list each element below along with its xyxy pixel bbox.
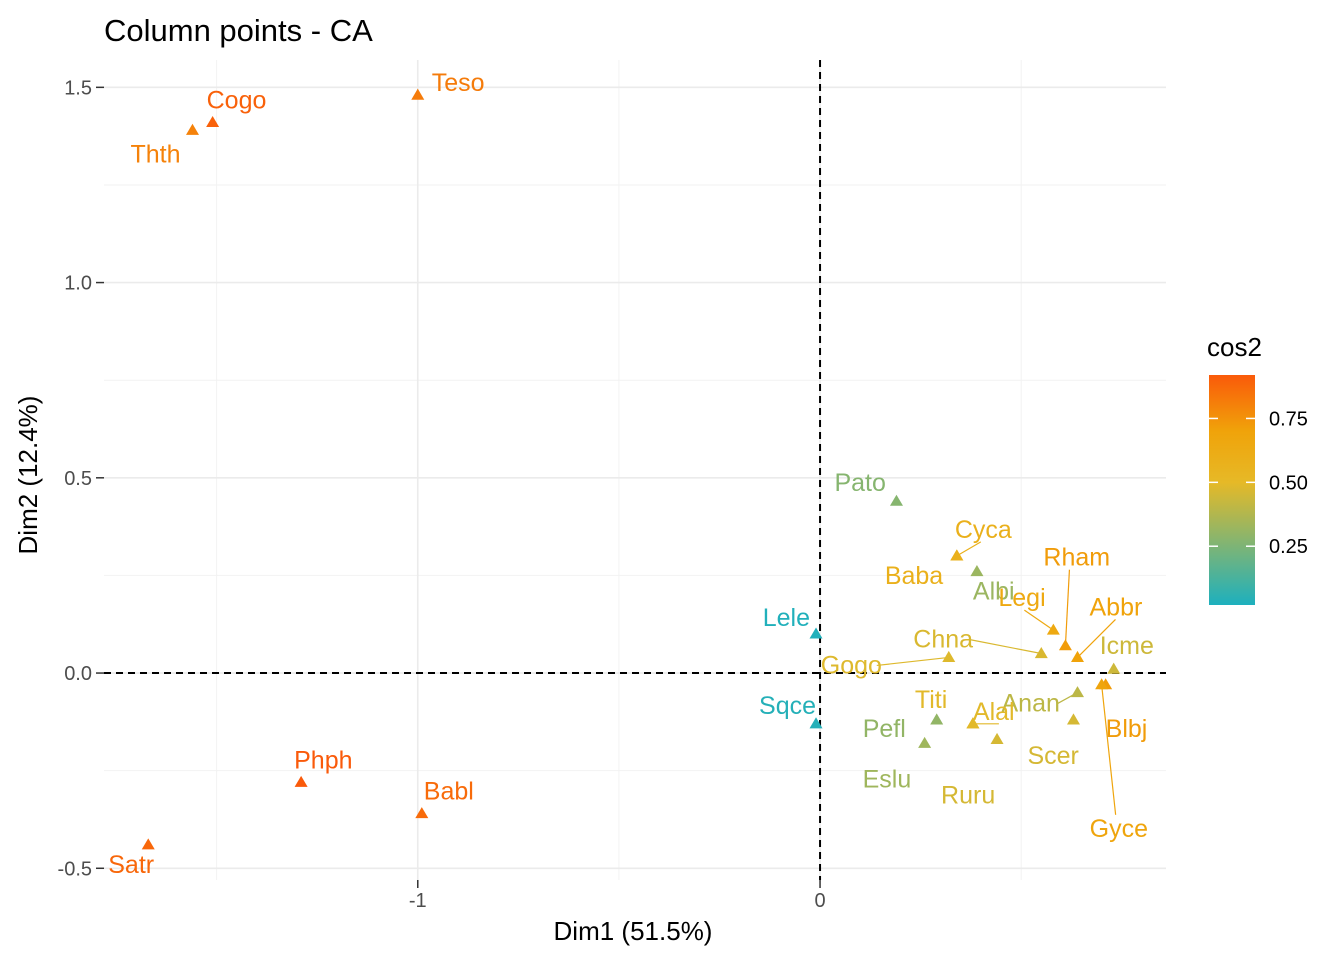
point-gogo xyxy=(942,650,956,662)
point-label-alal: Alal xyxy=(973,698,1015,726)
point-thth xyxy=(186,123,199,135)
y-tick-label: -0.5 xyxy=(58,858,92,880)
point-label-pato: Pato xyxy=(834,469,885,497)
legend-title: cos2 xyxy=(1207,332,1262,362)
legend-ticks: 0.25 0.50 0.75 xyxy=(1209,408,1308,558)
point-satr xyxy=(141,838,155,850)
legend-tick-label: 0.50 xyxy=(1269,472,1308,494)
point-teso xyxy=(411,88,425,100)
legend-tick-label: 0.75 xyxy=(1269,408,1308,430)
y-tick-label: 1.0 xyxy=(64,273,92,295)
label-leader-lines xyxy=(876,541,1117,815)
point-pato xyxy=(889,494,903,506)
point-label-teso: Teso xyxy=(432,69,485,97)
point-labels: Teso Cogo Thth Phph Babl Satr Lele Sqce Pato Cyca… xyxy=(108,69,1154,879)
point-sqce xyxy=(809,717,823,729)
point-chna xyxy=(1034,647,1048,659)
point-icme xyxy=(1107,662,1121,674)
leader-line-cyca xyxy=(956,541,982,557)
point-label-chna: Chna xyxy=(913,626,973,654)
leader-line-rham xyxy=(1064,569,1071,646)
leader-line-gogo xyxy=(876,656,949,667)
point-label-albi: Albi xyxy=(973,578,1015,606)
point-alal xyxy=(966,717,980,729)
x-tick-label: -1 xyxy=(409,890,427,912)
point-label-legi: Legi xyxy=(998,584,1045,612)
point-legi xyxy=(1046,623,1060,635)
reference-lines xyxy=(104,60,1166,880)
point-abbr xyxy=(1071,650,1084,662)
point-phph xyxy=(294,775,308,787)
x-tick-label: 0 xyxy=(814,890,825,912)
y-tick-label: 1.5 xyxy=(64,77,92,99)
point-label-thth: Thth xyxy=(131,140,181,168)
point-label-icme: Icme xyxy=(1100,632,1154,660)
legend: cos2 0.25 0.50 0.75 xyxy=(1207,332,1308,605)
point-label-gogo: Gogo xyxy=(821,651,882,679)
data-points xyxy=(141,88,1121,850)
point-label-scer: Scer xyxy=(1027,742,1078,770)
grid xyxy=(104,60,1166,880)
leader-line-chna xyxy=(969,638,1042,655)
point-label-lele: Lele xyxy=(763,604,810,632)
point-label-pefl: Pefl xyxy=(863,715,906,743)
point-label-sqce: Sqce xyxy=(759,692,816,720)
x-axis-title: Dim1 (51.5%) xyxy=(554,916,713,946)
point-baba xyxy=(950,549,964,561)
leader-line-abbr xyxy=(1077,619,1116,658)
point-label-rham: Rham xyxy=(1043,544,1110,572)
point-pefl xyxy=(930,713,944,725)
legend-tick-label: 0.25 xyxy=(1269,536,1308,558)
y-tick-label: 0.0 xyxy=(64,663,92,685)
point-rham xyxy=(1058,639,1072,651)
point-scer xyxy=(1066,713,1080,725)
axis-ticks: -0.5 0.0 0.5 1.0 1.5 -1 0 xyxy=(58,77,826,912)
point-label-gyce: Gyce xyxy=(1090,815,1148,843)
point-label-babl: Babl xyxy=(424,778,474,806)
point-ruru xyxy=(990,732,1004,744)
point-label-baba: Baba xyxy=(885,562,943,590)
point-babl xyxy=(415,807,429,819)
leader-line-legi xyxy=(1024,609,1054,631)
point-label-ruru: Ruru xyxy=(941,781,995,809)
point-label-blbj: Blbj xyxy=(1106,715,1148,743)
point-eslu xyxy=(918,736,932,748)
point-label-cyca: Cyca xyxy=(955,516,1012,544)
point-gyce xyxy=(1095,678,1109,690)
point-label-anan: Anan xyxy=(1002,690,1060,718)
point-albi xyxy=(970,565,984,577)
point-label-phph: Phph xyxy=(294,746,352,774)
y-axis-title: Dim2 (12.4%) xyxy=(13,396,43,555)
point-label-cogo: Cogo xyxy=(207,86,267,114)
point-label-titi: Titi xyxy=(915,686,947,714)
point-label-satr: Satr xyxy=(108,851,154,879)
point-cogo xyxy=(206,115,220,128)
point-anan xyxy=(1071,686,1084,698)
point-lele xyxy=(809,627,823,639)
y-tick-label: 0.5 xyxy=(64,468,92,490)
chart-title: Column points - CA xyxy=(104,13,373,48)
legend-colorbar xyxy=(1209,375,1255,605)
point-label-eslu: Eslu xyxy=(863,765,912,793)
leader-line-gyce xyxy=(1101,684,1117,815)
point-label-abbr: Abbr xyxy=(1090,593,1143,621)
